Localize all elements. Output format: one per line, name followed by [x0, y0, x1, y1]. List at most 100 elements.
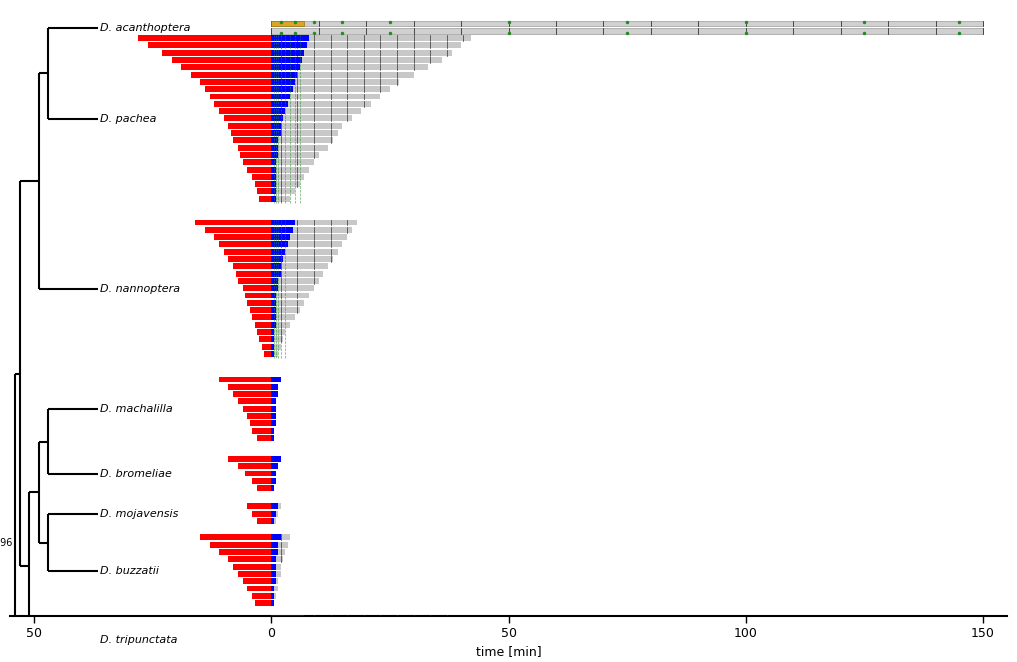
- Bar: [210, 615, 272, 621]
- Bar: [272, 249, 338, 255]
- Bar: [272, 485, 274, 491]
- Bar: [272, 35, 471, 41]
- Bar: [272, 234, 290, 240]
- Text: D. acanthoptera: D. acanthoptera: [101, 23, 191, 33]
- Bar: [238, 571, 272, 577]
- Bar: [272, 71, 297, 77]
- Bar: [272, 256, 283, 262]
- Bar: [272, 556, 283, 562]
- Bar: [272, 108, 361, 114]
- Bar: [272, 300, 276, 306]
- Bar: [229, 456, 272, 462]
- Text: D. tripunctata: D. tripunctata: [101, 636, 178, 645]
- Bar: [245, 293, 272, 299]
- Text: 0.96: 0.96: [0, 538, 12, 547]
- Bar: [229, 122, 272, 128]
- Bar: [272, 145, 279, 151]
- Bar: [272, 351, 274, 357]
- Bar: [272, 563, 281, 569]
- Bar: [233, 391, 272, 397]
- Bar: [272, 593, 274, 598]
- Bar: [272, 518, 274, 524]
- Bar: [272, 542, 279, 547]
- Bar: [272, 420, 276, 426]
- Bar: [272, 510, 276, 516]
- Bar: [272, 578, 276, 584]
- Bar: [138, 35, 272, 41]
- Bar: [272, 329, 274, 335]
- Bar: [162, 50, 272, 56]
- Bar: [272, 145, 328, 151]
- Bar: [272, 160, 276, 166]
- Bar: [219, 108, 272, 114]
- Bar: [247, 413, 272, 419]
- Bar: [272, 130, 281, 136]
- Bar: [272, 478, 276, 484]
- Bar: [172, 57, 272, 63]
- Bar: [272, 344, 281, 350]
- Bar: [215, 101, 272, 107]
- Text: D. pachea: D. pachea: [101, 114, 157, 124]
- Bar: [272, 534, 281, 540]
- Bar: [257, 518, 272, 524]
- Bar: [272, 471, 276, 477]
- Bar: [272, 278, 318, 284]
- Bar: [243, 160, 272, 166]
- Bar: [272, 549, 279, 555]
- Bar: [272, 622, 437, 628]
- Bar: [272, 571, 276, 577]
- Bar: [272, 644, 297, 650]
- Bar: [229, 384, 272, 390]
- Bar: [272, 50, 304, 56]
- Bar: [272, 399, 276, 404]
- Bar: [272, 101, 371, 107]
- Bar: [272, 152, 318, 158]
- Bar: [272, 138, 279, 143]
- Text: D. machalilla: D. machalilla: [101, 404, 173, 414]
- Bar: [233, 637, 272, 643]
- Bar: [272, 122, 281, 128]
- Bar: [272, 285, 279, 291]
- Bar: [252, 593, 272, 598]
- Bar: [238, 463, 272, 469]
- Bar: [233, 263, 272, 269]
- Bar: [272, 586, 274, 591]
- Bar: [247, 167, 272, 173]
- Bar: [272, 278, 279, 284]
- Bar: [272, 108, 286, 114]
- Text: D. nannoptera: D. nannoptera: [101, 284, 180, 294]
- Bar: [272, 615, 304, 621]
- Bar: [200, 534, 272, 540]
- Bar: [272, 314, 276, 320]
- Bar: [272, 93, 380, 99]
- Bar: [272, 181, 276, 187]
- Bar: [272, 181, 300, 187]
- Bar: [252, 478, 272, 484]
- Bar: [210, 542, 272, 547]
- Bar: [272, 271, 323, 277]
- Bar: [264, 351, 272, 357]
- Bar: [259, 196, 272, 202]
- Bar: [272, 167, 276, 173]
- Bar: [243, 406, 272, 412]
- Bar: [219, 242, 272, 248]
- Bar: [272, 329, 286, 335]
- Bar: [219, 377, 272, 383]
- Bar: [272, 115, 352, 121]
- Bar: [272, 57, 442, 63]
- Bar: [272, 600, 274, 606]
- Bar: [224, 115, 272, 121]
- Bar: [272, 456, 281, 462]
- Bar: [272, 563, 276, 569]
- Bar: [272, 35, 309, 41]
- Bar: [272, 167, 309, 173]
- Bar: [272, 256, 333, 262]
- Bar: [272, 64, 428, 70]
- Bar: [272, 28, 983, 34]
- Bar: [272, 196, 276, 202]
- Bar: [272, 79, 400, 85]
- Bar: [272, 534, 290, 540]
- Bar: [272, 138, 333, 143]
- Bar: [257, 189, 272, 195]
- Bar: [147, 42, 272, 48]
